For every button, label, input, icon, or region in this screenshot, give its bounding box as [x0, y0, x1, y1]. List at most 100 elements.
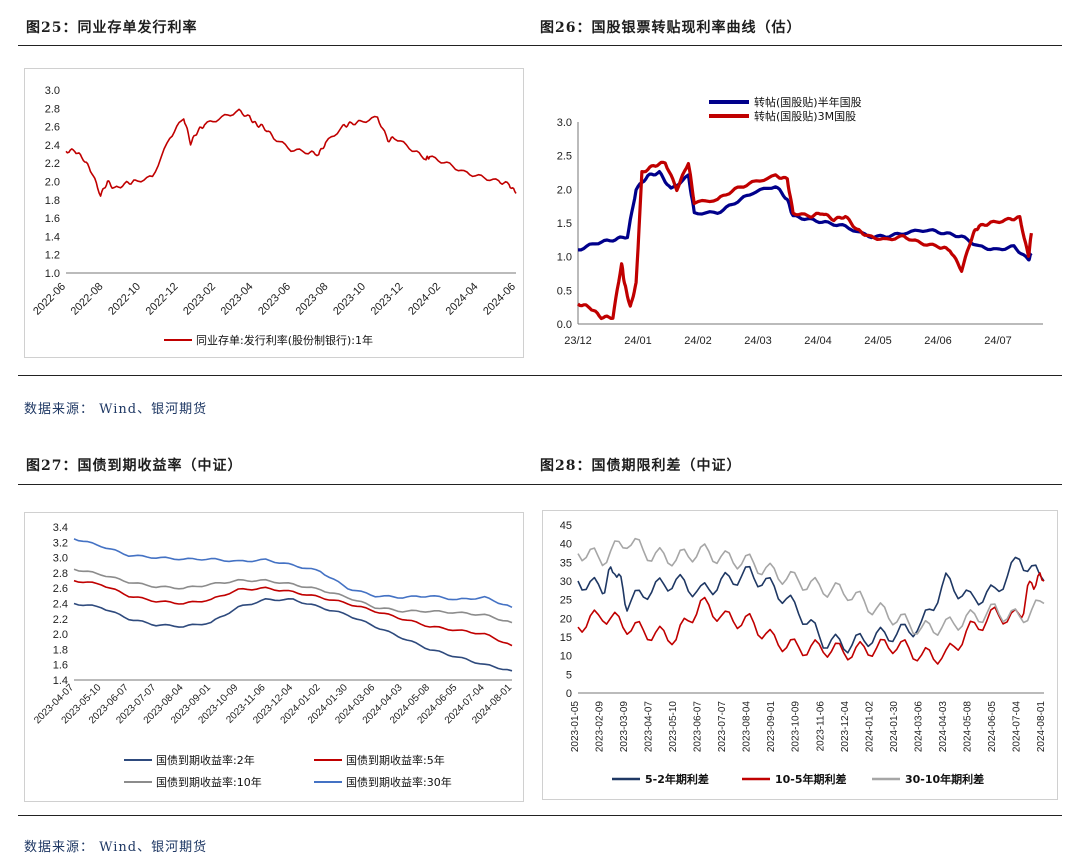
y-tick-label: 1.4	[45, 231, 60, 243]
x-tick-label: 2023-12-04	[840, 701, 851, 753]
y-tick-label: 0.0	[557, 319, 572, 331]
series-line	[577, 160, 1033, 321]
series-line	[577, 537, 1045, 636]
legend-label: 同业存单:发行利率(股份制银行):1年	[196, 333, 373, 347]
y-tick-label: 1.8	[45, 195, 60, 207]
series-line	[578, 170, 1033, 262]
source-bottom: 数据来源： Wind、银河期货	[24, 840, 208, 855]
y-tick-label: 5	[566, 669, 572, 681]
y-tick-label: 2.4	[45, 140, 60, 152]
x-tick-label: 2023-08-04	[742, 701, 753, 753]
x-tick-label: 2023-07-07	[717, 701, 728, 753]
legend-label: 5-2年期利差	[645, 772, 709, 786]
fig26-chart: 0.0 0.5 1.0 1.5 2.0 2.5 3.0 23/12 24/01 24/02 24/0…	[557, 95, 1043, 347]
y-tick-label: 20	[560, 613, 572, 625]
fig27-panel: 1.4 1.6 1.8 2.0 2.2 2.4 2.6 2.8 3.0 3.2 3.4 2023-04…	[24, 512, 524, 802]
legend-label: 30-10年期利差	[905, 772, 984, 786]
y-tick-label: 10	[560, 651, 572, 663]
x-tick-label: 24/01	[624, 335, 652, 347]
x-tick-label: 2024-01-30	[889, 701, 900, 753]
y-tick-label: 1.6	[53, 660, 68, 672]
series-line	[73, 579, 513, 647]
bottom-bottom-rule	[18, 815, 1062, 816]
y-tick-label: 1.4	[53, 675, 68, 687]
y-tick-label: 1.2	[45, 250, 60, 262]
fig28-chart: 0 5 10 15 20 25 30 35 40 45 2023-01-05 2023-02-09 20…	[542, 510, 1058, 800]
fig27-frame	[24, 512, 524, 802]
series-line	[73, 538, 513, 609]
legend-label: 转帖(国股贴)3M国股	[754, 109, 856, 123]
y-tick-label: 2.2	[45, 158, 60, 170]
y-tick-label: 2.0	[45, 177, 60, 189]
y-tick-label: 0.5	[557, 285, 572, 297]
x-tick-label: 2023-02-09	[595, 701, 606, 753]
fig25-frame	[24, 68, 524, 358]
y-tick-label: 3.0	[557, 117, 572, 129]
fig25-panel: 1.0 1.2 1.4 1.6 1.8 2.0 2.2 2.4 2.6 2.8 3.0 2022-06…	[24, 68, 524, 358]
fig28-title: 图28：国债期限利差（中证）	[540, 458, 742, 474]
x-tick-label: 23/12	[564, 335, 592, 347]
series-line	[73, 568, 513, 624]
y-tick-label: 45	[560, 520, 572, 532]
series-line	[577, 572, 1045, 665]
x-tick-label: 2024-06-05	[987, 701, 998, 753]
legend-label: 国债到期收益率:5年	[346, 753, 445, 767]
x-tick-label: 24/05	[864, 335, 892, 347]
legend-label: 转帖(国股贴)半年国股	[754, 95, 862, 109]
y-tick-label: 2.8	[45, 103, 60, 115]
y-tick-label: 15	[560, 632, 572, 644]
bottom-title-rule	[18, 484, 1062, 485]
x-tick-label: 2024-08-01	[1036, 701, 1047, 753]
top-title-rule	[18, 45, 1062, 46]
x-tick-label: 2024-03-06	[913, 701, 924, 753]
x-tick-label: 24/07	[984, 335, 1012, 347]
x-tick-label: 2023-01-05	[570, 701, 581, 753]
y-tick-label: 2.6	[53, 583, 68, 595]
x-tick-label: 24/04	[804, 335, 832, 347]
y-tick-label: 25	[560, 595, 572, 607]
legend-label: 国债到期收益率:2年	[156, 753, 255, 767]
legend-label: 国债到期收益率:30年	[346, 775, 452, 789]
y-tick-label: 35	[560, 557, 572, 569]
legend-label: 国债到期收益率:10年	[156, 775, 262, 789]
x-tick-label: 2023-09-01	[766, 701, 777, 753]
y-tick-label: 1.5	[557, 218, 572, 230]
y-tick-label: 2.0	[557, 184, 572, 196]
y-tick-label: 3.4	[53, 522, 68, 534]
x-tick-label: 2024-01-02	[864, 701, 875, 753]
fig26-title: 图26：国股银票转贴现利率曲线（估）	[540, 20, 802, 36]
y-tick-label: 2.2	[53, 614, 68, 626]
x-tick-label: 2023-04-07	[644, 701, 655, 753]
y-tick-label: 3.0	[45, 85, 60, 97]
x-tick-label: 2024-07-04	[1011, 701, 1022, 753]
x-tick-label: 2023-03-09	[619, 701, 630, 753]
fig27-chart: 1.41.61.82.02.22.42.62.83.03.23.42023-04…	[24, 512, 524, 802]
x-tick-label: 2023-11-06	[815, 701, 826, 752]
y-tick-label: 2.6	[45, 122, 60, 134]
legend-label: 10-5年期利差	[775, 772, 847, 786]
y-tick-label: 2.5	[557, 151, 572, 163]
fig25-chart: 1.01.21.41.61.82.02.22.42.62.83.02022-06…	[24, 68, 524, 358]
x-tick-label: 2024-05-08	[962, 701, 973, 753]
y-tick-label: 0	[566, 688, 572, 700]
y-tick-label: 40	[560, 539, 572, 551]
series-line	[73, 598, 513, 672]
y-tick-label: 2.4	[53, 599, 68, 611]
fig27-title: 图27：国债到期收益率（中证）	[26, 458, 243, 474]
series-line	[577, 556, 1045, 654]
series-line	[65, 108, 517, 197]
x-tick-label: 2023-05-10	[668, 701, 679, 753]
y-tick-label: 2.8	[53, 568, 68, 580]
y-tick-label: 3.0	[53, 553, 68, 565]
y-tick-label: 1.0	[45, 268, 60, 280]
y-tick-label: 1.8	[53, 644, 68, 656]
fig28-panel: 0 5 10 15 20 25 30 35 40 45 2023-01-05 2023-02-09 20…	[542, 510, 1058, 800]
y-tick-label: 2.0	[53, 629, 68, 641]
fig28-frame	[542, 510, 1058, 800]
x-tick-label: 2024-04-03	[938, 701, 949, 753]
fig26-panel: 0.0 0.5 1.0 1.5 2.0 2.5 3.0 23/12 24/01 24/02 24/0…	[534, 82, 1054, 357]
x-tick-label: 24/02	[684, 335, 712, 347]
fig25-title: 图25：同业存单发行利率	[26, 20, 198, 36]
y-tick-label: 1.0	[557, 252, 572, 264]
x-tick-label: 24/06	[924, 335, 952, 347]
